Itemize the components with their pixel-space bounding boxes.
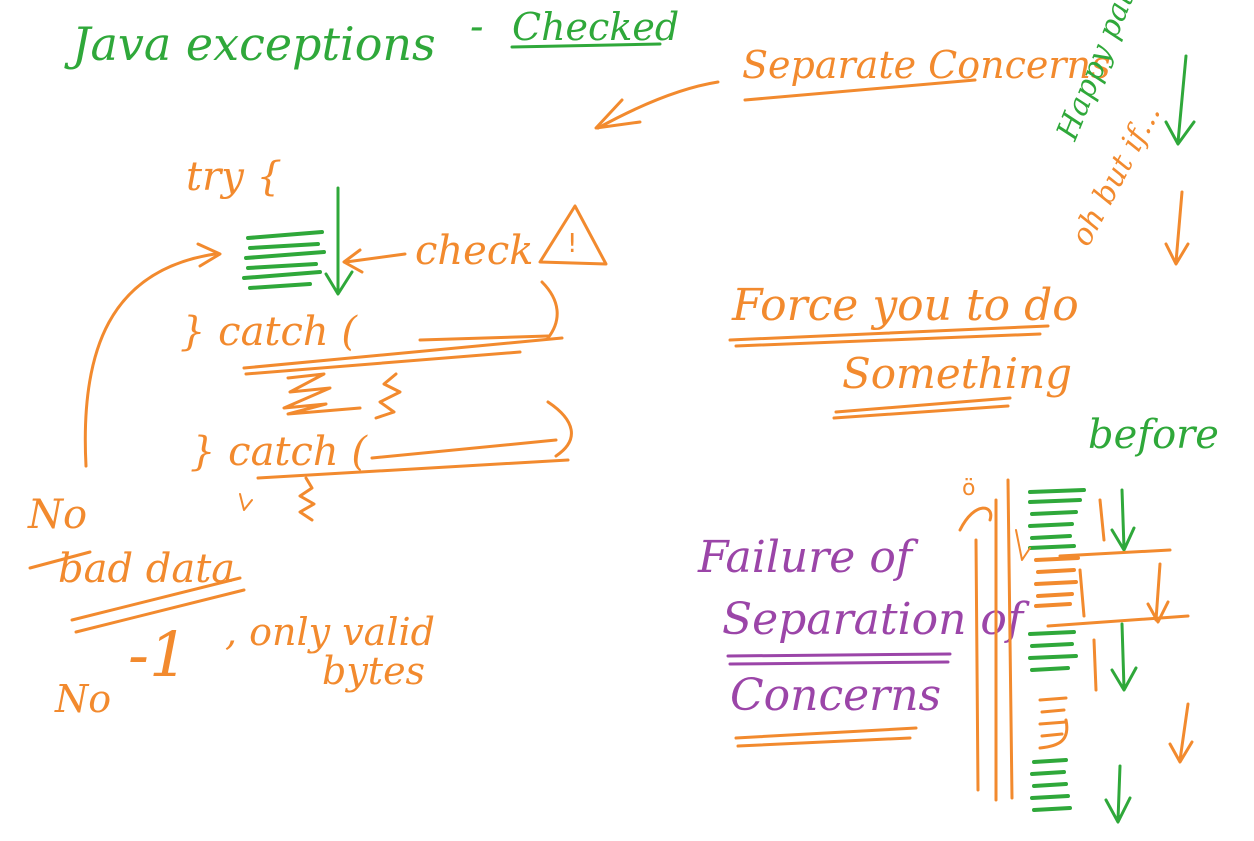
warning-triangle-icon — [538, 204, 608, 266]
error-block-frame — [1046, 498, 1190, 628]
down-arrow-mid-icon — [1146, 562, 1170, 624]
check-label: check — [415, 228, 533, 274]
failure-underline — [726, 652, 952, 666]
catch-1-bracket — [418, 280, 559, 342]
catch-2-body-squiggle — [298, 476, 316, 522]
code-lines-green — [242, 230, 326, 290]
check-mark-small — [1015, 529, 1031, 561]
down-arrow-middle-icon — [1110, 622, 1138, 692]
heading-checked: Checked — [512, 5, 679, 49]
no-minus-one-note: No -1 , only valid bytes — [54, 610, 435, 721]
no-word: No — [54, 677, 111, 721]
checked-underline — [510, 42, 662, 49]
execution-down-arrow-icon — [324, 186, 354, 296]
concerns-underline — [734, 726, 918, 748]
no-bad-data-line1: No — [27, 492, 87, 538]
something-underline — [832, 396, 1012, 420]
failure-note: Failure of Separation of Concerns — [697, 532, 1030, 748]
code-lines-bottom — [1030, 758, 1072, 812]
force-line2: Something — [842, 349, 1072, 398]
failure-line2: Separation of — [722, 594, 1030, 645]
try-keyword: try { — [186, 154, 282, 200]
code-lines-top — [1028, 488, 1086, 550]
code-block-sketch: try { check ! } catch ( } catch ( — [83, 154, 608, 522]
mixed-code-diagram: ö — [958, 476, 1194, 824]
tick-mark — [239, 493, 253, 511]
down-arrow-bottom-icon — [1104, 764, 1132, 824]
force-underline — [728, 324, 1050, 348]
heading: Java exceptions - Checked — [64, 4, 679, 71]
check-arrow-icon — [342, 248, 407, 274]
catch-clause-2: } catch ( — [190, 429, 368, 475]
separate-concerns-underline — [743, 78, 977, 102]
force-line1: Force you to do — [731, 280, 1079, 331]
down-arrow-right-icon — [1168, 702, 1194, 764]
failure-line3: Concerns — [730, 670, 941, 721]
catch-2-bracket — [370, 400, 573, 460]
no-bad-data-underlines — [28, 550, 246, 634]
back-arrow-curve — [83, 252, 217, 468]
bytes-text: bytes — [322, 649, 425, 693]
catch-1-separator — [242, 336, 564, 376]
catch-2-separator — [256, 458, 570, 480]
no-bad-data-note: No bad data — [27, 492, 246, 634]
arrow-head-icon — [594, 98, 642, 130]
code-lines-middle — [1028, 630, 1078, 672]
only-valid-text: , only valid — [225, 610, 435, 654]
back-arrow-head-icon — [196, 242, 222, 268]
before-label: before — [1088, 412, 1219, 458]
failure-line1: Failure of — [697, 532, 919, 583]
closing-brace-squiggle — [374, 372, 402, 420]
oh-but-if-arrow-icon — [1164, 190, 1190, 266]
heading-java-exceptions: Java exceptions — [64, 17, 436, 71]
orange-marker-middle — [1092, 638, 1098, 692]
heading-dash: - — [470, 4, 484, 50]
warning-mark: ! — [567, 229, 577, 259]
separate-concerns-text: Separate Concerns — [742, 43, 1111, 87]
error-lines-1 — [1034, 556, 1080, 608]
arrow-to-try-block — [596, 80, 720, 130]
error-lines-2 — [1038, 696, 1069, 750]
happy-path-note: Happy path oh but if... — [1050, 0, 1196, 266]
face-glyph: ö — [962, 476, 975, 501]
handler-body-zigzag — [282, 372, 362, 416]
left-bracket-lines — [958, 478, 1014, 802]
happy-path-arrow-icon — [1164, 54, 1196, 146]
force-note: Force you to do Something — [728, 280, 1079, 420]
catch-clause-1: } catch ( — [180, 309, 358, 355]
minus-one-value: -1 — [128, 618, 188, 691]
separate-concerns-note: Separate Concerns — [594, 43, 1111, 130]
down-arrow-top-icon — [1110, 488, 1136, 552]
